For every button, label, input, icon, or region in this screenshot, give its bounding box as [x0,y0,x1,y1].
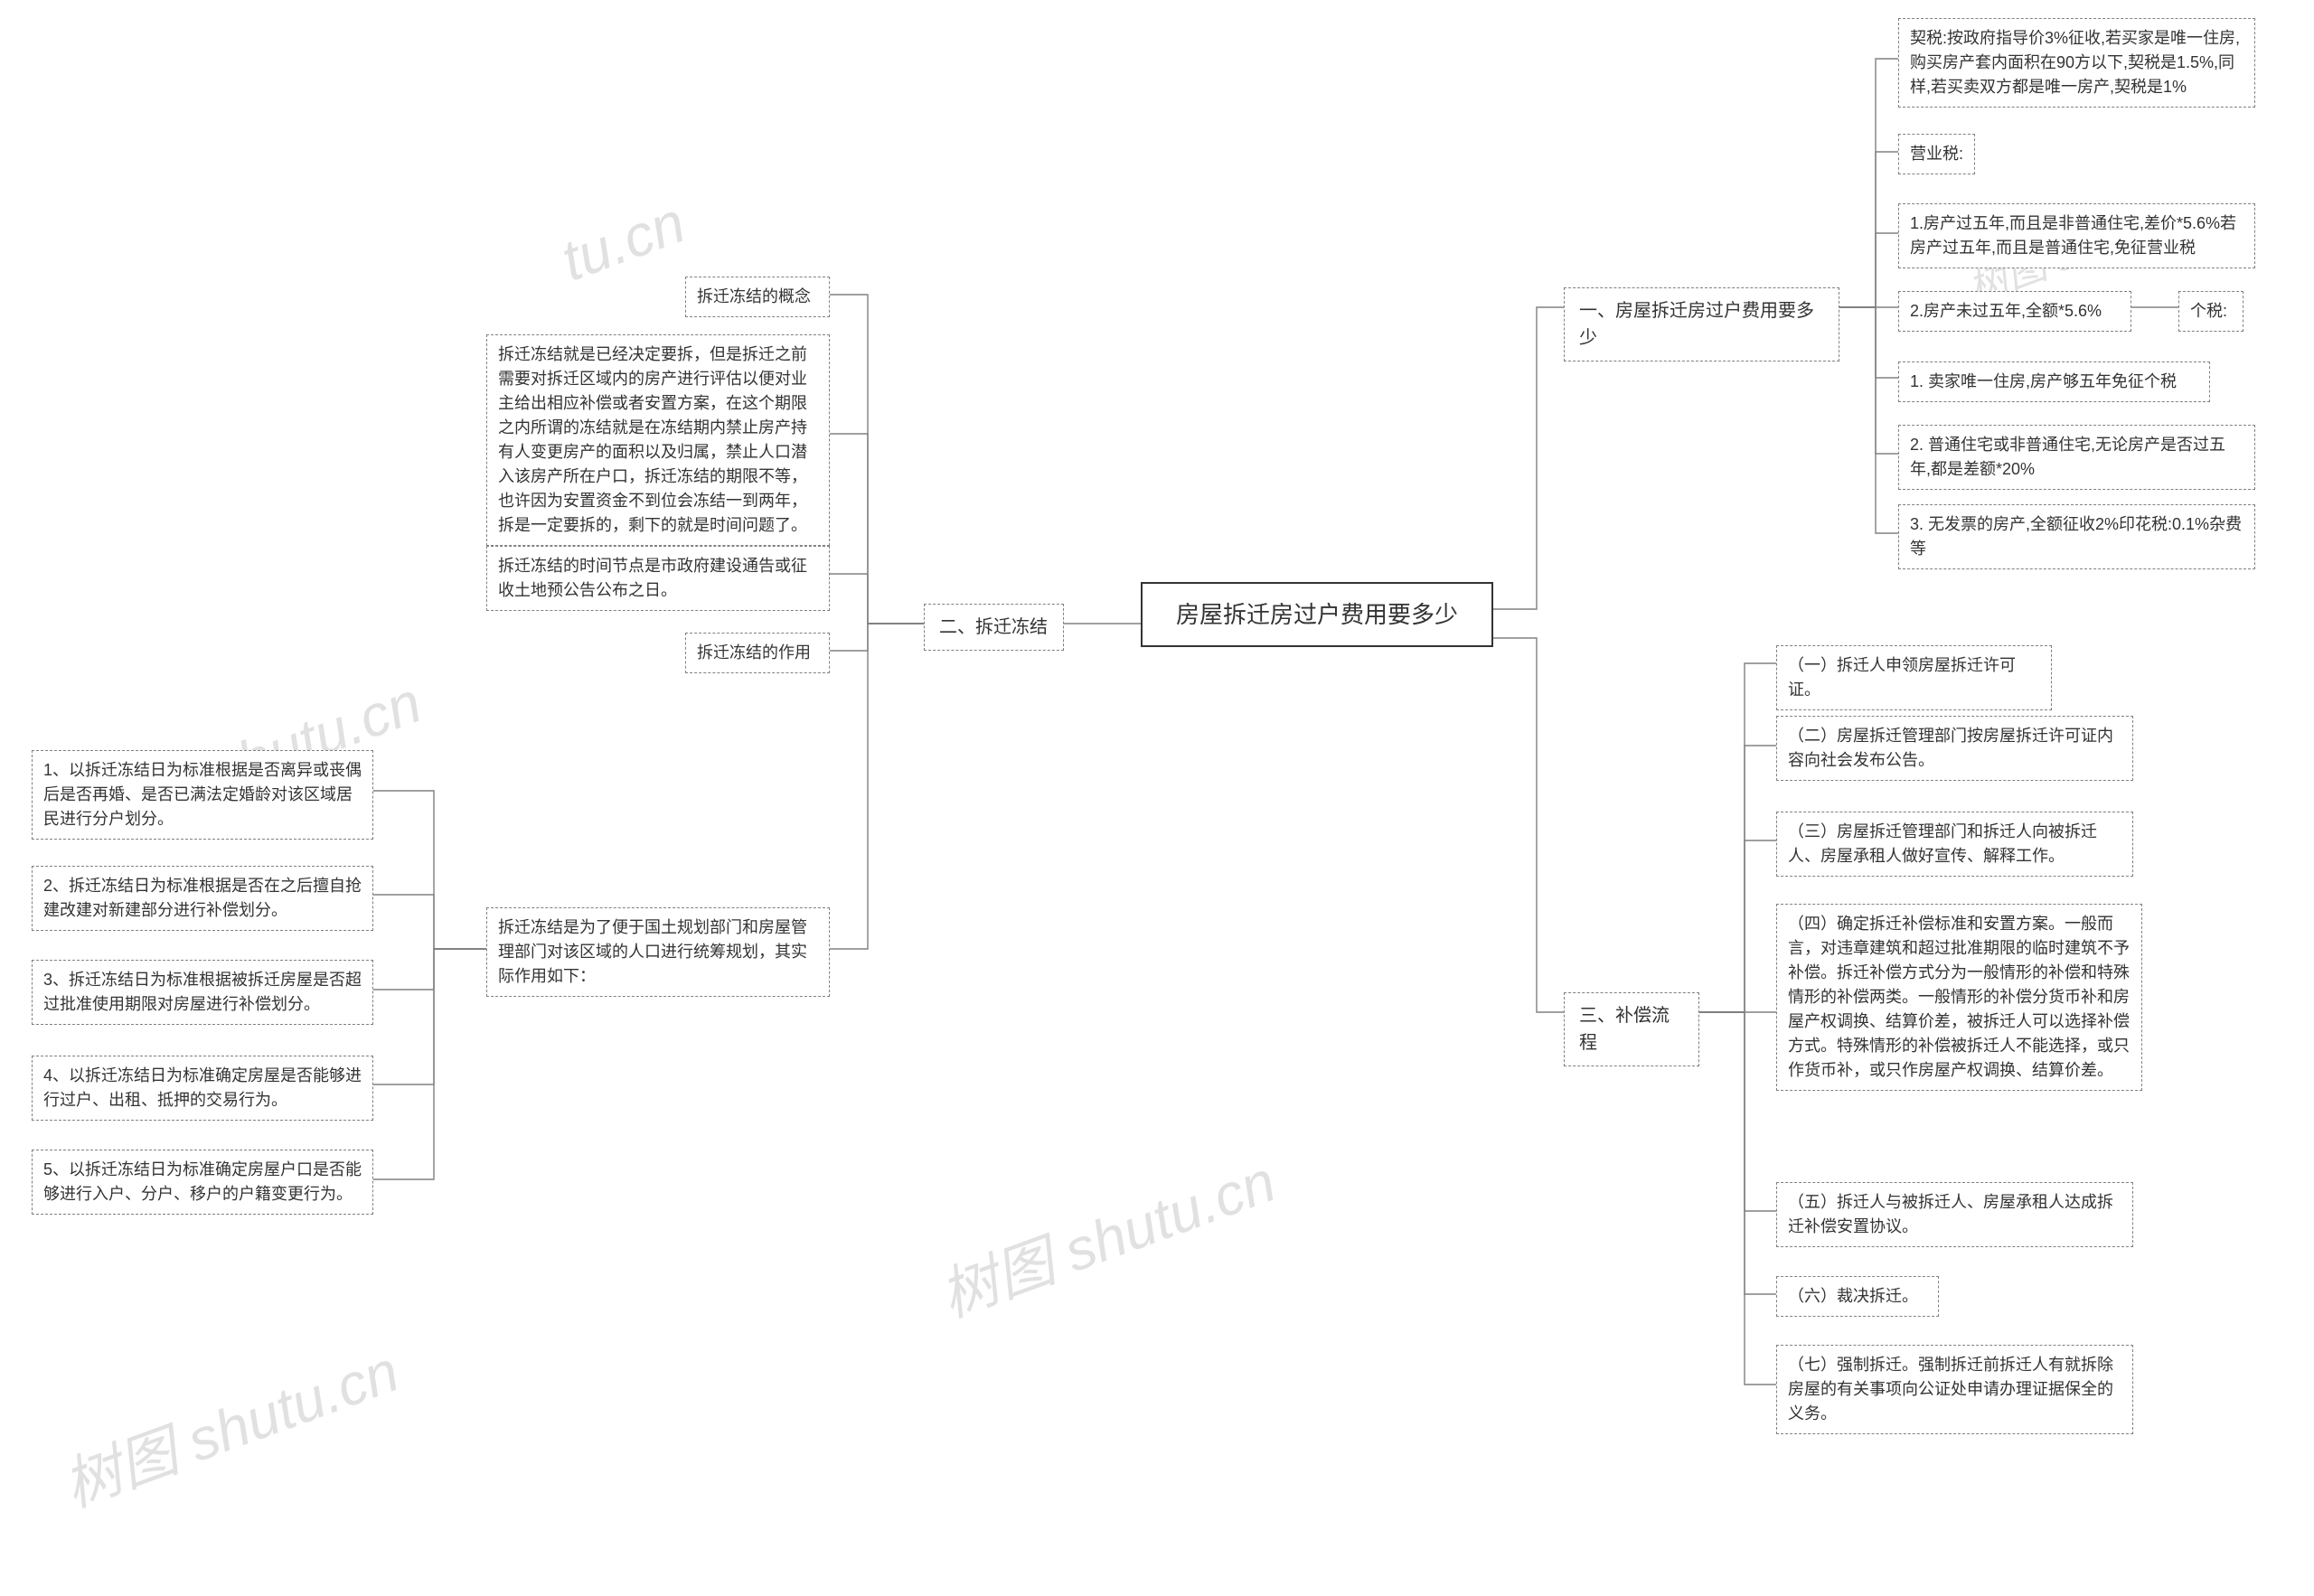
step-6: （六）裁决拆迁。 [1776,1276,1939,1317]
leaf-under5: 2.房产未过五年,全额*5.6% [1898,291,2131,332]
step-4: （四）确定拆迁补偿标准和安置方案。一般而言，对违章建筑和超过批准期限的临时建筑不… [1776,904,2142,1091]
effect-label: 拆迁冻结的作用 [685,633,830,673]
step-2: （二）房屋拆迁管理部门按房屋拆迁许可证内容向社会发布公告。 [1776,716,2133,781]
mindmap-canvas: tu.cn 树图 shutu.cn 树图 shutu.cn 树图 shutu.c… [0,0,2314,1596]
watermark: 树图 shutu.cn [927,1135,1285,1333]
leaf-over5: 1.房产过五年,而且是非普通住宅,差价*5.6%若房产过五年,而且是普通住宅,免… [1898,203,2255,268]
leaf-biz-tax: 营业税: [1898,134,1975,174]
rule-2: 2、拆迁冻结日为标准根据是否在之后擅自抢建改建对新建部分进行补偿划分。 [32,866,373,931]
step-1: （一）拆迁人申领房屋拆迁许可证。 [1776,645,2052,710]
step-3: （三）房屋拆迁管理部门和拆迁人向被拆迁人、房屋承租人做好宣传、解释工作。 [1776,812,2133,877]
watermark: tu.cn [553,189,694,295]
leaf-deed-tax: 契税:按政府指导价3%征收,若买家是唯一住房,购买房产套内面积在90方以下,契税… [1898,18,2255,108]
timepoint: 拆迁冻结的时间节点是市政府建设通告或征收土地预公告公布之日。 [486,546,830,611]
leaf-seller5: 1. 卖家唯一住房,房产够五年免征个税 [1898,361,2210,402]
rule-5: 5、以拆迁冻结日为标准确定房屋户口是否能够进行入户、分户、移户的户籍变更行为。 [32,1150,373,1215]
branch-1: 一、房屋拆迁房过户费用要多少 [1564,287,1839,361]
step-5: （五）拆迁人与被拆迁人、房屋承租人达成拆迁补偿安置协议。 [1776,1182,2133,1247]
step-7: （七）强制拆迁。强制拆迁前拆迁人有就拆除房屋的有关事项向公证处申请办理证据保全的… [1776,1345,2133,1434]
rule-1: 1、以拆迁冻结日为标准根据是否离异或丧偶后是否再婚、是否已满法定婚龄对该区域居民… [32,750,373,840]
rule-3: 3、拆迁冻结日为标准根据被拆迁房屋是否超过批准使用期限对房屋进行补偿划分。 [32,960,373,1025]
leaf-diff20: 2. 普通住宅或非普通住宅,无论房产是否过五年,都是差额*20% [1898,425,2255,490]
watermark: 树图 shutu.cn [51,1325,409,1523]
leaf-getax: 个税: [2178,291,2243,332]
branch-3: 三、补偿流程 [1564,992,1699,1066]
root-node: 房屋拆迁房过户费用要多少 [1141,582,1493,647]
rule-4: 4、以拆迁冻结日为标准确定房屋是否能够进行过户、出租、抵押的交易行为。 [32,1056,373,1121]
leaf-noinvoice: 3. 无发票的房产,全额征收2%印花税:0.1%杂费等 [1898,504,2255,569]
concept-label: 拆迁冻结的概念 [685,277,830,317]
concept-body: 拆迁冻结就是已经决定要拆，但是拆迁之前需要对拆迁区域内的房产进行评估以便对业主给… [486,334,830,546]
effect-body: 拆迁冻结是为了便于国土规划部门和房屋管理部门对该区域的人口进行统筹规划，其实际作… [486,907,830,997]
branch-2: 二、拆迁冻结 [924,604,1064,651]
